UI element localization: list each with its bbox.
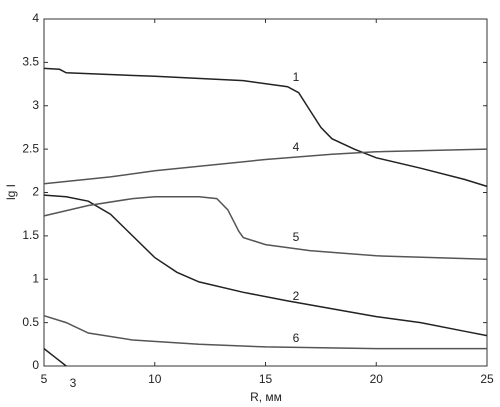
series-label: 1 bbox=[293, 70, 300, 84]
series-label: 4 bbox=[293, 140, 300, 154]
y-tick-label: 1 bbox=[32, 271, 39, 285]
series-label: 2 bbox=[293, 289, 300, 303]
series-line bbox=[43, 194, 488, 337]
y-tick-label: 4 bbox=[32, 11, 39, 25]
series-label: 6 bbox=[293, 331, 300, 345]
series-label: 5 bbox=[293, 230, 300, 244]
y-tick-label: 2 bbox=[32, 185, 39, 199]
y-tick-label: 0.5 bbox=[22, 315, 39, 329]
series-line bbox=[43, 67, 488, 188]
series-line bbox=[43, 348, 67, 367]
x-tick-label: 15 bbox=[259, 372, 273, 386]
y-tick-label: 1.5 bbox=[22, 228, 39, 242]
x-tick-label: 10 bbox=[148, 372, 162, 386]
x-axis-label: R, мм bbox=[250, 390, 282, 404]
y-tick-label: 2.5 bbox=[22, 141, 39, 155]
series-line bbox=[43, 148, 488, 185]
plot-frame bbox=[43, 18, 488, 367]
y-tick-label: 0 bbox=[32, 358, 39, 372]
x-tick-label: 5 bbox=[41, 372, 48, 386]
series-line bbox=[43, 196, 488, 261]
series-line bbox=[43, 314, 487, 350]
y-tick-label: 3 bbox=[32, 98, 39, 112]
y-tick-label: 3.5 bbox=[22, 55, 39, 69]
x-tick-label: 25 bbox=[480, 372, 494, 386]
y-axis-label: lg I bbox=[4, 184, 18, 200]
x-tick-label: 20 bbox=[370, 372, 384, 386]
series-label: 3 bbox=[70, 376, 77, 390]
